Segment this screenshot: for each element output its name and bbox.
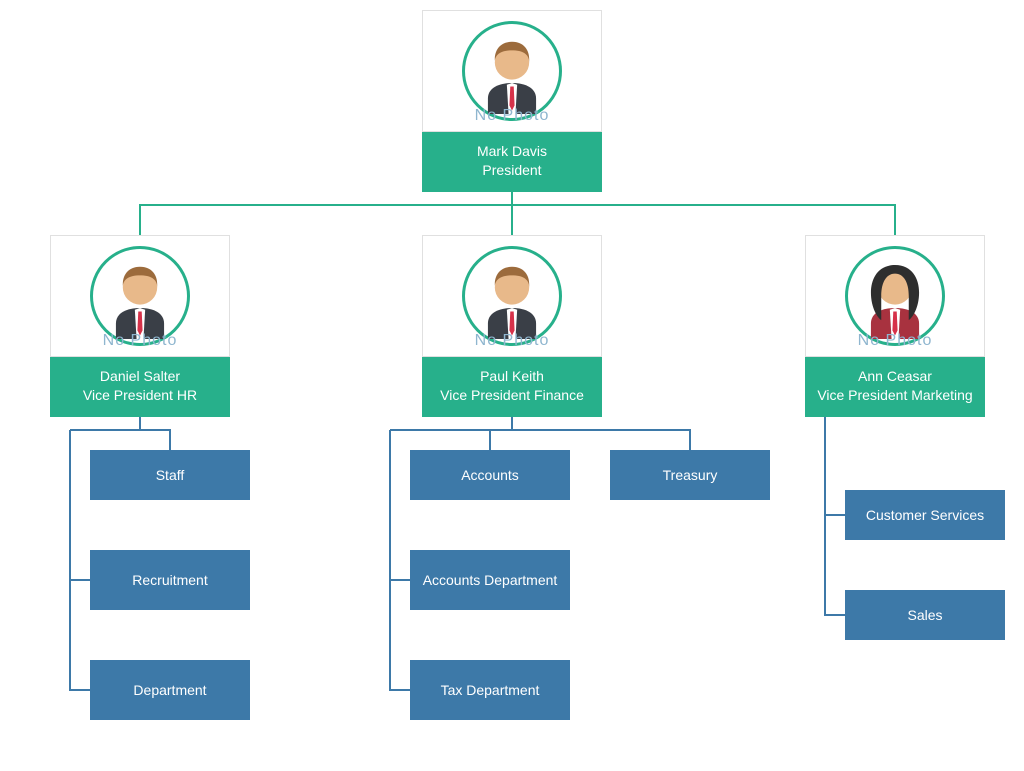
person-photo: No Photo <box>422 235 602 357</box>
dept-label: Tax Department <box>441 681 540 699</box>
dept-box-department[interactable]: Department <box>90 660 250 720</box>
person-label: Mark DavisPresident <box>422 132 602 192</box>
dept-label: Treasury <box>663 466 718 484</box>
person-title: President <box>428 161 596 180</box>
person-card-vp-finance[interactable]: No Photo Paul KeithVice President Financ… <box>422 235 602 417</box>
person-title: Vice President Marketing <box>811 386 979 405</box>
dept-label: Recruitment <box>132 571 207 589</box>
dept-label: Staff <box>156 466 185 484</box>
avatar-ring <box>90 246 190 346</box>
dept-box-recruitment[interactable]: Recruitment <box>90 550 250 610</box>
person-card-vp-hr[interactable]: No Photo Daniel SalterVice President HR <box>50 235 230 417</box>
dept-box-accounts-dept[interactable]: Accounts Department <box>410 550 570 610</box>
org-chart-canvas: No Photo Mark DavisPresidentNo Photo Dan… <box>0 0 1024 771</box>
person-label: Ann CeasarVice President Marketing <box>805 357 985 417</box>
dept-label: Accounts Department <box>423 571 558 589</box>
person-title: Vice President Finance <box>428 386 596 405</box>
dept-box-customer-services[interactable]: Customer Services <box>845 490 1005 540</box>
person-title: Vice President HR <box>56 386 224 405</box>
person-photo: No Photo <box>50 235 230 357</box>
dept-box-treasury[interactable]: Treasury <box>610 450 770 500</box>
dept-label: Sales <box>907 606 942 624</box>
person-card-vp-marketing[interactable]: No Photo Ann CeasarVice President Market… <box>805 235 985 417</box>
dept-label: Department <box>133 681 206 699</box>
dept-label: Customer Services <box>866 506 984 524</box>
person-label: Daniel SalterVice President HR <box>50 357 230 417</box>
person-name: Paul Keith <box>428 367 596 386</box>
person-card-president[interactable]: No Photo Mark DavisPresident <box>422 10 602 192</box>
dept-box-sales[interactable]: Sales <box>845 590 1005 640</box>
person-name: Mark Davis <box>428 142 596 161</box>
person-photo: No Photo <box>422 10 602 132</box>
dept-box-tax-dept[interactable]: Tax Department <box>410 660 570 720</box>
dept-box-staff[interactable]: Staff <box>90 450 250 500</box>
person-name: Daniel Salter <box>56 367 224 386</box>
avatar-ring <box>462 21 562 121</box>
dept-box-accounts[interactable]: Accounts <box>410 450 570 500</box>
person-photo: No Photo <box>805 235 985 357</box>
person-name: Ann Ceasar <box>811 367 979 386</box>
avatar-ring <box>845 246 945 346</box>
person-label: Paul KeithVice President Finance <box>422 357 602 417</box>
dept-label: Accounts <box>461 466 519 484</box>
avatar-ring <box>462 246 562 346</box>
